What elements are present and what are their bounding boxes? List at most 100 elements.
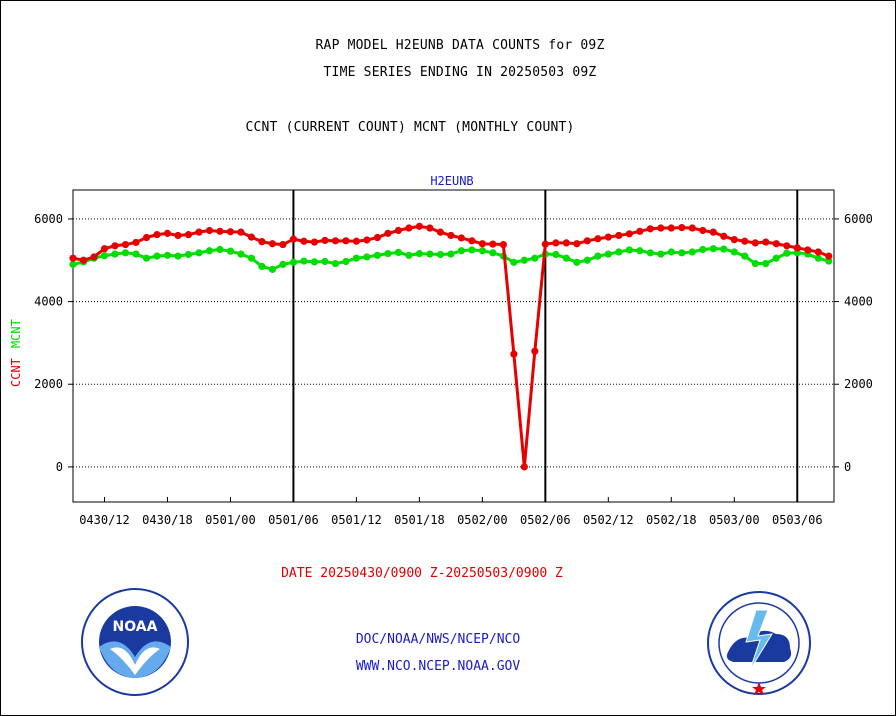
point-mcnt-69: [793, 249, 801, 257]
point-ccnt-44: [531, 347, 539, 355]
point-mcnt-19: [268, 265, 277, 273]
point-mcnt-32: [405, 251, 413, 259]
point-ccnt-40: [489, 240, 497, 248]
point-mcnt-60: [699, 245, 707, 254]
nws-logo: [706, 590, 812, 700]
y-tick-label-right-4000: 4000: [844, 295, 873, 309]
point-mcnt-6: [132, 250, 140, 258]
point-ccnt-0: [69, 254, 77, 262]
point-mcnt-47: [562, 254, 570, 262]
point-mcnt-59: [688, 248, 696, 256]
point-ccnt-37: [457, 234, 465, 242]
point-mcnt-18: [258, 262, 266, 271]
point-mcnt-4: [111, 250, 119, 258]
y-tick-label-left-4000: 4000: [34, 295, 63, 309]
x-tick-label-0501/00: 0501/00: [205, 513, 256, 527]
point-ccnt-61: [709, 228, 717, 236]
x-tick-label-0503/00: 0503/00: [709, 513, 760, 527]
x-tick-label-0430/18: 0430/18: [142, 513, 193, 527]
point-mcnt-61: [709, 245, 717, 253]
series-group: [69, 222, 833, 471]
point-ccnt-26: [342, 237, 350, 245]
plot-area-border: [72, 189, 835, 503]
y-axis-label-text: CCNT MCNT: [9, 319, 23, 387]
series-ccnt: [69, 222, 833, 471]
chart-subtitle-time-series: TIME SERIES ENDING IN 20250503 09Z: [323, 65, 597, 80]
point-ccnt-69: [793, 244, 801, 252]
point-mcnt-64: [741, 252, 749, 260]
point-mcnt-36: [447, 250, 455, 258]
point-ccnt-6: [132, 238, 140, 247]
point-mcnt-25: [331, 259, 340, 268]
point-ccnt-56: [657, 224, 665, 232]
point-ccnt-54: [636, 227, 644, 235]
point-ccnt-45: [541, 240, 549, 248]
point-mcnt-7: [142, 254, 151, 262]
point-mcnt-51: [604, 250, 612, 258]
series-line-ccnt: [72, 224, 830, 468]
point-ccnt-19: [268, 240, 277, 248]
point-mcnt-22: [300, 257, 308, 265]
point-ccnt-2: [90, 253, 98, 261]
point-ccnt-66: [762, 238, 770, 246]
point-ccnt-25: [331, 237, 340, 245]
x-tick-label-0503/06: 0503/06: [772, 513, 823, 527]
point-ccnt-21: [289, 235, 298, 243]
footer-org-path[interactable]: DOC/NOAA/NWS/NCEP/NCO: [355, 632, 521, 647]
point-ccnt-72: [825, 252, 833, 260]
point-ccnt-68: [783, 242, 791, 250]
plot-title-h2eunb: H2EUNB: [430, 174, 473, 188]
point-mcnt-65: [751, 259, 759, 268]
point-ccnt-22: [300, 237, 308, 245]
y-axis-right: 0 2000 4000 6000: [834, 212, 873, 474]
footer-website-link[interactable]: WWW.NCO.NCEP.NOAA.GOV: [355, 659, 521, 674]
point-mcnt-72: [825, 257, 833, 265]
point-ccnt-42: [510, 350, 518, 358]
point-ccnt-28: [363, 236, 371, 244]
noaa-logo-text: NOAA: [113, 619, 158, 635]
point-mcnt-38: [468, 246, 476, 254]
point-mcnt-62: [720, 245, 728, 253]
point-ccnt-16: [237, 228, 245, 236]
point-ccnt-65: [751, 239, 759, 247]
point-mcnt-52: [615, 248, 623, 256]
point-mcnt-40: [489, 249, 497, 257]
point-ccnt-43: [520, 463, 528, 471]
point-ccnt-52: [615, 231, 623, 240]
point-ccnt-59: [688, 224, 696, 232]
x-tick-label-0502/12: 0502/12: [583, 513, 634, 527]
point-mcnt-43: [520, 256, 528, 264]
point-ccnt-32: [405, 224, 413, 232]
point-ccnt-71: [814, 248, 822, 256]
point-mcnt-49: [583, 256, 591, 264]
point-mcnt-8: [153, 252, 161, 260]
point-ccnt-49: [583, 237, 591, 245]
point-mcnt-37: [457, 247, 465, 255]
series-mcnt: [69, 245, 833, 273]
point-mcnt-21: [289, 258, 298, 266]
y-axis-label-mcnt: MCNT: [9, 319, 23, 348]
point-ccnt-58: [678, 224, 686, 232]
point-mcnt-46: [552, 250, 560, 259]
point-mcnt-5: [121, 249, 130, 257]
point-mcnt-39: [478, 247, 486, 255]
point-ccnt-4: [111, 242, 119, 250]
point-ccnt-33: [415, 222, 423, 230]
y-axis-label-ccnt: CCNT: [9, 358, 23, 387]
point-mcnt-54: [636, 247, 644, 255]
point-mcnt-9: [163, 251, 172, 259]
chart-subtitle-legend-description: CCNT (CURRENT COUNT) MCNT (MONTHLY COUNT…: [245, 120, 575, 135]
point-mcnt-42: [510, 258, 518, 266]
point-ccnt-1: [79, 256, 88, 264]
point-ccnt-10: [174, 231, 182, 240]
date-range-label: DATE 20250430/0900 Z-20250503/0900 Z: [281, 566, 563, 581]
point-mcnt-16: [237, 250, 245, 258]
point-mcnt-34: [426, 250, 434, 258]
point-mcnt-48: [573, 258, 581, 266]
point-mcnt-12: [195, 249, 203, 257]
point-ccnt-67: [772, 240, 780, 248]
y-axis-left: 0 2000 4000 6000: [34, 212, 73, 474]
point-ccnt-13: [205, 226, 214, 235]
x-tick-label-0502/18: 0502/18: [646, 513, 697, 527]
